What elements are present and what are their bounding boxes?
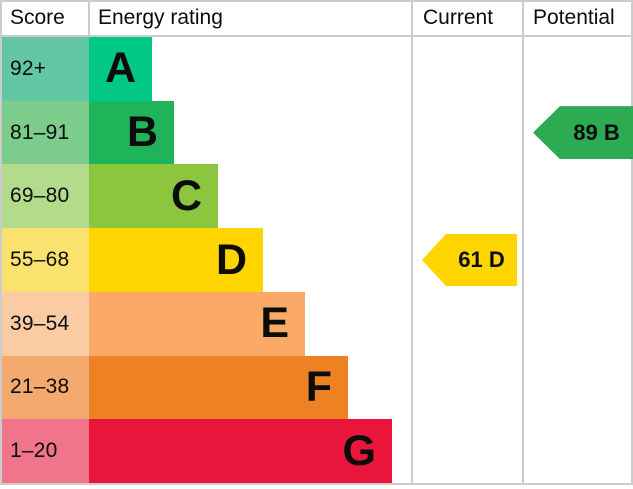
score-range-f: 21–38 [2, 355, 89, 420]
score-range-b: 81–91 [2, 100, 89, 165]
score-range-a: 92+ [2, 37, 89, 101]
band-bar-a: A [89, 37, 152, 101]
band-row-b: 81–91 B [2, 100, 410, 165]
band-bar-f: F [89, 355, 348, 420]
band-row-f: 21–38 F [2, 355, 410, 420]
potential-column-divider [522, 0, 524, 485]
current-rating-arrow: 61 D [422, 234, 517, 286]
band-letter-f: F [305, 362, 332, 411]
column-header-current: Current [423, 6, 494, 29]
band-row-e: 39–54 E [2, 291, 410, 356]
band-bar-b: B [89, 100, 174, 165]
score-range-e: 39–54 [2, 291, 89, 356]
band-row-d: 55–68 D [2, 228, 410, 292]
score-column-divider [88, 0, 90, 37]
band-letter-b: B [126, 108, 158, 157]
band-letter-d: D [215, 235, 247, 284]
band-letter-g: G [342, 426, 376, 475]
current-rating-label: 61 D [458, 247, 505, 272]
band-letter-e: E [260, 299, 289, 348]
score-range-g: 1–20 [2, 419, 89, 484]
band-row-c: 69–80 C [2, 164, 410, 229]
band-bar-e: E [89, 291, 305, 356]
potential-rating-label: 89 B [573, 119, 620, 145]
band-letter-a: A [104, 44, 136, 93]
band-row-a: 92+ A [2, 37, 410, 101]
band-bar-g: G [89, 419, 392, 484]
potential-rating-arrow: 89 B [533, 106, 633, 160]
band-letter-c: C [170, 171, 202, 220]
band-bar-d: D [89, 228, 263, 292]
column-header-energy-rating: Energy rating [98, 6, 223, 29]
header-separator-line [0, 35, 633, 37]
column-header-potential: Potential [533, 6, 615, 29]
rating-bands-area: 92+ A 81–91 B 69–80 C 55–68 D 39–54 E 21–38 F 1–20 G [2, 37, 410, 484]
score-range-c: 69–80 [2, 164, 89, 229]
score-range-d: 55–68 [2, 228, 89, 292]
current-column-divider [411, 0, 413, 485]
column-header-score: Score [10, 6, 65, 29]
band-bar-c: C [89, 164, 218, 229]
band-row-g: 1–20 G [2, 419, 410, 484]
